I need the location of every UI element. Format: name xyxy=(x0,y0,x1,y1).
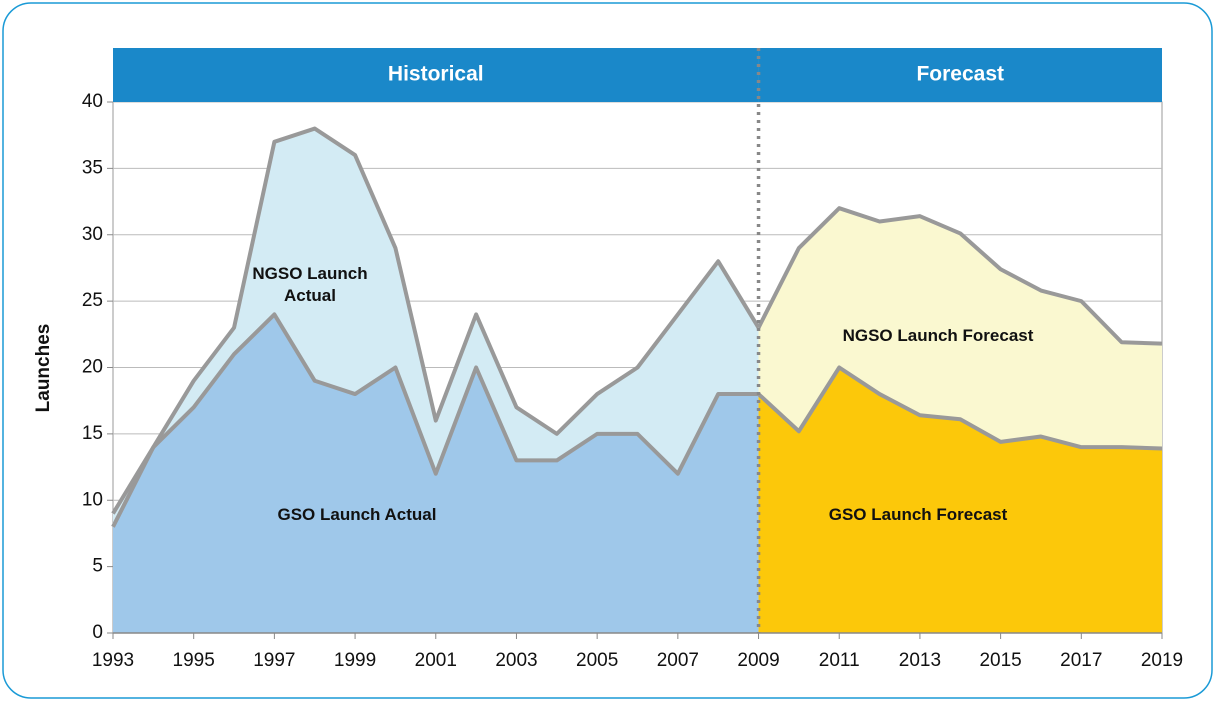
x-tick-label: 2001 xyxy=(415,650,457,671)
y-tick-label: 35 xyxy=(82,157,103,178)
area-outline xyxy=(757,365,1163,451)
area xyxy=(758,367,1162,633)
x-tick-label: 2003 xyxy=(495,650,537,671)
series-label: GSO Launch Forecast xyxy=(828,505,1008,524)
area-outline xyxy=(111,126,761,515)
y-tick-label: 25 xyxy=(82,290,103,311)
x-tick-label: 2005 xyxy=(576,650,618,671)
y-tick-label: 0 xyxy=(92,622,103,643)
y-axis-label: Launches xyxy=(33,324,54,413)
x-tick-label: 2011 xyxy=(819,650,860,671)
series-label: NGSO Launch Forecast xyxy=(842,326,1034,345)
area xyxy=(113,128,759,527)
series-label: GSO Launch Actual xyxy=(277,505,437,524)
y-tick-label: 15 xyxy=(82,423,103,444)
area-outline xyxy=(756,206,1163,346)
x-tick-label: 2015 xyxy=(979,650,1021,671)
period-banner xyxy=(113,48,759,102)
period-label: Forecast xyxy=(916,63,1004,86)
x-tick-label: 1997 xyxy=(253,650,295,671)
x-tick-label: 2013 xyxy=(899,650,941,671)
y-tick-label: 30 xyxy=(82,224,103,245)
area xyxy=(758,208,1162,449)
y-tick-label: 10 xyxy=(82,489,103,510)
series-label: NGSO Launch Actual xyxy=(252,264,368,305)
x-tick-label: 1995 xyxy=(173,650,215,671)
x-tick-label: 2009 xyxy=(737,650,779,671)
x-tick-label: 1999 xyxy=(334,650,376,671)
y-tick-label: 40 xyxy=(82,91,103,112)
period-label: Historical xyxy=(388,63,484,86)
y-tick-label: 5 xyxy=(92,556,103,577)
x-tick-label: 2007 xyxy=(657,650,699,671)
x-tick-label: 1993 xyxy=(92,650,134,671)
x-tick-label: 2017 xyxy=(1060,650,1102,671)
y-tick-label: 20 xyxy=(82,357,103,378)
period-banner xyxy=(758,48,1162,102)
area-outline xyxy=(111,312,759,528)
x-tick-label: 2019 xyxy=(1141,650,1183,671)
